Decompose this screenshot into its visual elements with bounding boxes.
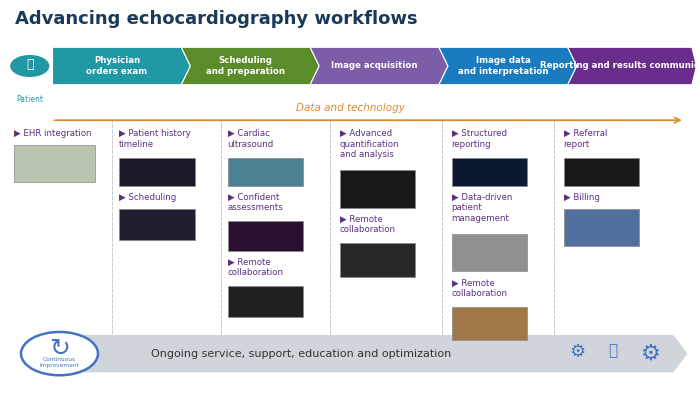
FancyBboxPatch shape	[340, 243, 415, 277]
FancyBboxPatch shape	[452, 234, 527, 271]
Text: Reporting and results communication: Reporting and results communication	[540, 61, 700, 71]
Text: 👤: 👤	[26, 58, 34, 71]
Text: ↻: ↻	[49, 337, 70, 361]
Text: ▶ Scheduling: ▶ Scheduling	[119, 193, 176, 202]
FancyBboxPatch shape	[119, 209, 195, 240]
FancyBboxPatch shape	[228, 158, 303, 186]
Polygon shape	[310, 47, 448, 85]
FancyBboxPatch shape	[452, 307, 527, 340]
FancyBboxPatch shape	[14, 145, 94, 182]
Text: Patient: Patient	[16, 95, 43, 104]
Text: ▶ Remote
collaboration: ▶ Remote collaboration	[340, 215, 396, 234]
Polygon shape	[46, 335, 687, 372]
Text: ▶ Remote
collaboration: ▶ Remote collaboration	[228, 258, 284, 277]
Text: ⚙: ⚙	[569, 343, 586, 361]
Text: ▶ Confident
assessments: ▶ Confident assessments	[228, 193, 284, 212]
Polygon shape	[568, 47, 696, 85]
Text: Advancing echocardiography workflows: Advancing echocardiography workflows	[15, 10, 418, 28]
FancyBboxPatch shape	[564, 158, 639, 186]
Text: Continuous
Improvement: Continuous Improvement	[40, 357, 79, 368]
FancyBboxPatch shape	[228, 221, 303, 251]
Text: Ongoing service, support, education and optimization: Ongoing service, support, education and …	[151, 349, 451, 359]
Polygon shape	[439, 47, 577, 85]
Polygon shape	[181, 47, 319, 85]
FancyBboxPatch shape	[564, 209, 639, 246]
Circle shape	[21, 332, 98, 375]
FancyBboxPatch shape	[452, 158, 527, 186]
Text: 🖱: 🖱	[608, 343, 617, 358]
Text: ▶ Advanced
quantification
and analysis: ▶ Advanced quantification and analysis	[340, 129, 399, 159]
Text: ▶ Referral
report: ▶ Referral report	[564, 129, 607, 149]
Circle shape	[10, 55, 49, 77]
Text: Image acquisition: Image acquisition	[331, 61, 418, 71]
FancyBboxPatch shape	[340, 170, 415, 208]
Text: ▶ Billing: ▶ Billing	[564, 193, 599, 202]
FancyBboxPatch shape	[119, 158, 195, 186]
Text: ▶ EHR integration: ▶ EHR integration	[14, 129, 92, 138]
Text: ▶ Patient history
timeline: ▶ Patient history timeline	[119, 129, 190, 149]
Text: ▶ Cardiac
ultrasound: ▶ Cardiac ultrasound	[228, 129, 274, 149]
Text: Image data
and interpretation: Image data and interpretation	[458, 56, 549, 76]
Text: ▶ Data-driven
patient
management: ▶ Data-driven patient management	[452, 193, 512, 223]
Text: Scheduling
and preparation: Scheduling and preparation	[206, 56, 285, 76]
Text: ▶ Structured
reporting: ▶ Structured reporting	[452, 129, 507, 149]
Text: Data and technology: Data and technology	[295, 103, 405, 113]
Text: Physician
orders exam: Physician orders exam	[86, 56, 148, 76]
Polygon shape	[52, 47, 190, 85]
Text: ⚙: ⚙	[641, 344, 661, 364]
FancyBboxPatch shape	[228, 286, 303, 317]
Text: ▶ Remote
collaboration: ▶ Remote collaboration	[452, 279, 508, 298]
